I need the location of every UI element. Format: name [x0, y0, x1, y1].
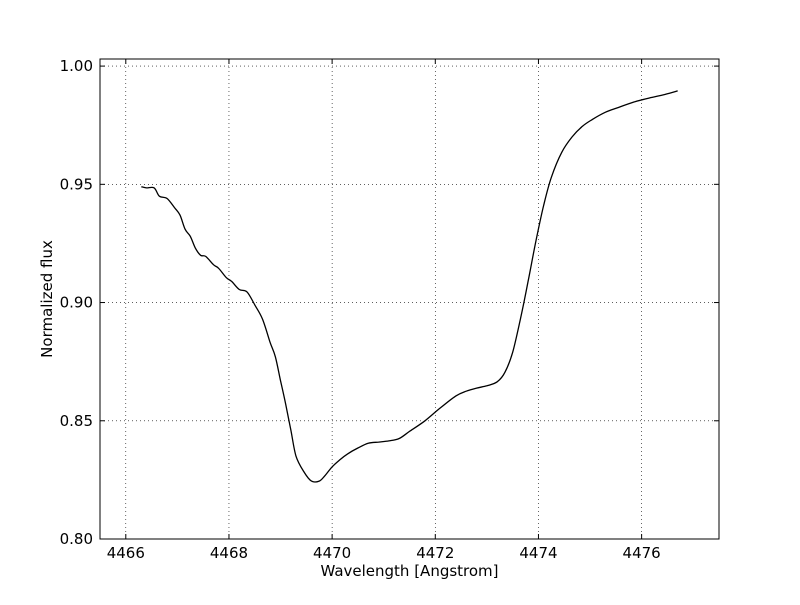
x-tick-label: 4470 [313, 544, 351, 562]
y-tick-label: 1.00 [60, 57, 93, 75]
x-axis-label: Wavelength [Angstrom] [320, 562, 498, 580]
grid-layer [100, 59, 719, 540]
y-tick-label: 0.95 [60, 175, 93, 193]
plot-frame [99, 58, 720, 540]
x-tick-label: 4474 [519, 544, 557, 562]
y-tick-label: 0.85 [60, 412, 93, 430]
y-tick-label: 0.80 [60, 530, 93, 548]
y-tick-label: 0.90 [60, 294, 93, 312]
series-line [141, 90, 678, 483]
line-layer [141, 90, 678, 483]
tick-layer: 4466 4468 4470 4472 4474 4476 0.80 0.85 0.90 0.95… [60, 57, 719, 562]
x-tick-label: 4468 [210, 544, 248, 562]
x-tick-label: 4466 [107, 544, 145, 562]
y-axis-label: Normalized flux [38, 240, 56, 358]
x-tick-label: 4476 [623, 544, 661, 562]
x-tick-label: 4472 [416, 544, 454, 562]
